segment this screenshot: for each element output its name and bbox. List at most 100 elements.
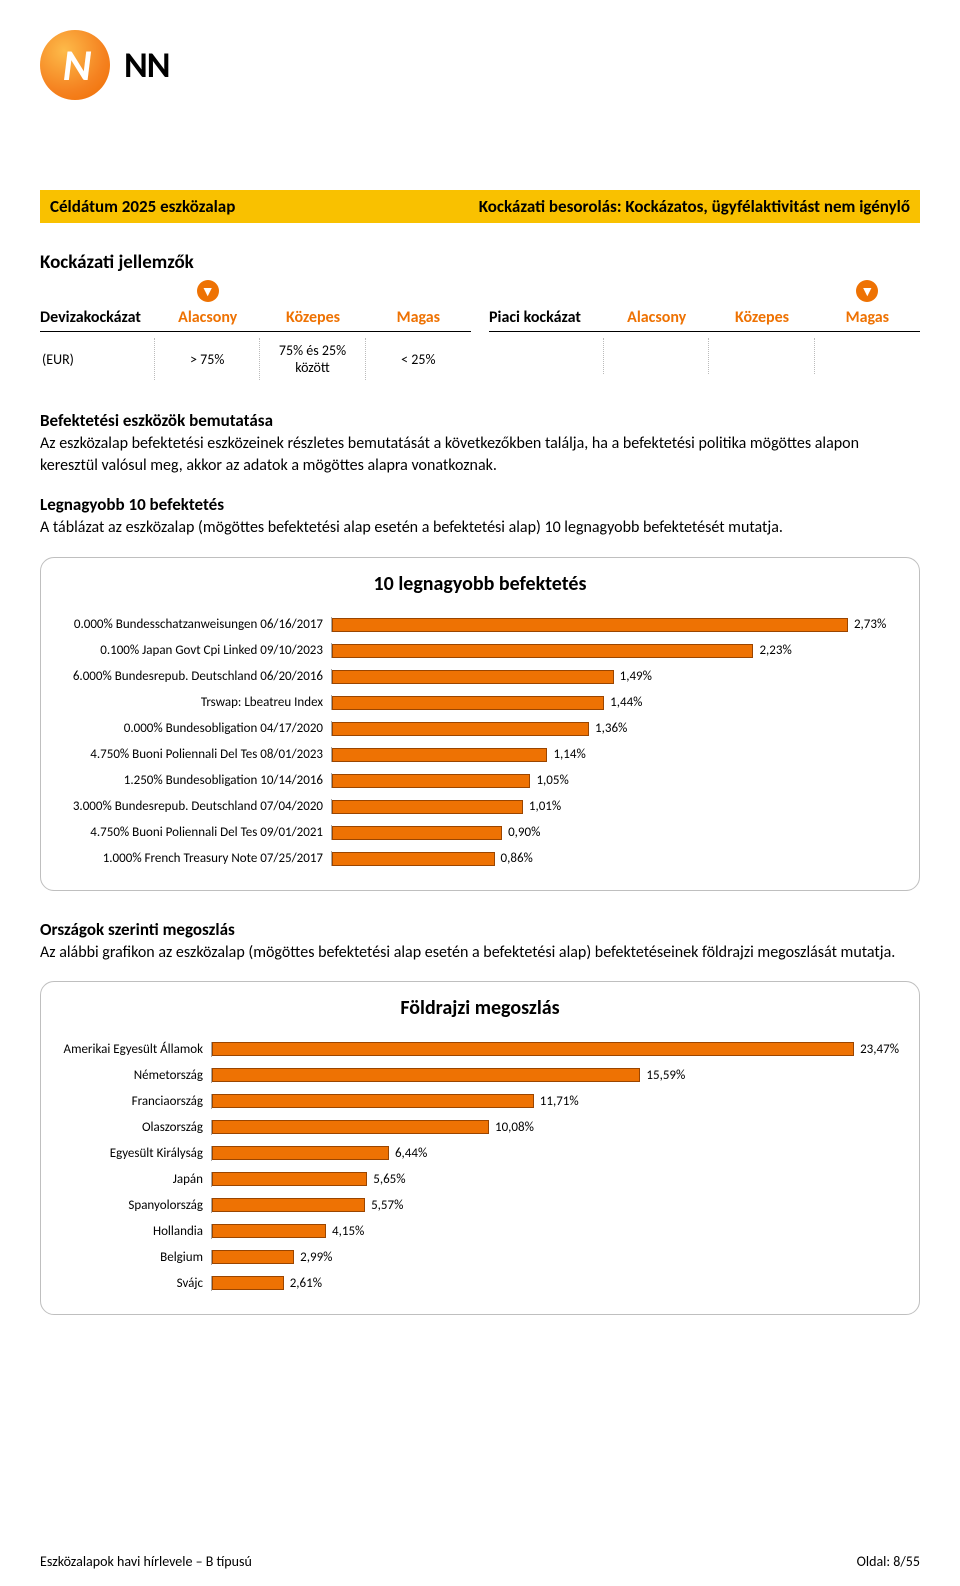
bar-fill <box>332 696 604 710</box>
bar-value: 2,61% <box>290 1276 322 1291</box>
bar-row: 4.750% Buoni Poliennali Del Tes 09/01/20… <box>61 820 899 846</box>
bar-label: 0.000% Bundesobligation 04/17/2020 <box>61 721 331 736</box>
bar-track: 1,49% <box>331 669 899 684</box>
bar-label: Franciaország <box>61 1094 211 1109</box>
countries-heading: Országok szerinti megoszlás <box>40 919 920 942</box>
countries-text: Az alábbi grafikon az eszközalap (mögött… <box>40 943 895 962</box>
intro-block: Befektetési eszközök bemutatása Az eszkö… <box>40 410 920 476</box>
bar-label: Amerikai Egyesült Államok <box>61 1042 211 1057</box>
bar-row: Trswap: Lbeatreu Index1,44% <box>61 690 899 716</box>
risk-label: Piaci kockázat <box>489 308 604 327</box>
bar-value: 1,44% <box>610 695 642 710</box>
bar-row: Hollandia 4,15% <box>61 1218 899 1244</box>
bar-fill <box>332 618 848 632</box>
banner-right: Kockázati besorolás: Kockázatos, ügyféla… <box>479 196 910 217</box>
risk-section-title: Kockázati jellemzők <box>40 251 920 274</box>
risk-tables: ▼ Devizakockázat Alacsony Közepes Magas … <box>40 280 920 380</box>
bar-row: Spanyolország5,57% <box>61 1192 899 1218</box>
chart-title: Földrajzi megoszlás <box>61 996 899 1020</box>
bar-label: Hollandia <box>61 1224 211 1239</box>
footer-left: Eszközalapok havi hírlevele – B típusú <box>40 1553 252 1570</box>
bar-row: 1.000% French Treasury Note 07/25/20170,… <box>61 846 899 872</box>
bar-fill <box>212 1120 489 1134</box>
top10-block: Legnagyobb 10 befektetés A táblázat az e… <box>40 494 920 539</box>
bar-track: 5,57% <box>211 1198 899 1213</box>
bar-row: Japán5,65% <box>61 1166 899 1192</box>
bar-label: Belgium <box>61 1250 211 1265</box>
bar-track: 2,23% <box>331 643 899 658</box>
risk-cell <box>815 338 920 374</box>
bar-label: Egyesült Királyság <box>61 1146 211 1161</box>
bar-value: 4,15% <box>332 1224 364 1239</box>
bar-track: 11,71% <box>211 1094 899 1109</box>
arrow-down-icon: ▼ <box>856 280 878 302</box>
bar-track: 1,01% <box>331 799 899 814</box>
bar-label: 4.750% Buoni Poliennali Del Tes 08/01/20… <box>61 747 331 762</box>
risk-cell: 75% és 25% között <box>260 338 365 380</box>
bar-value: 11,71% <box>540 1094 579 1109</box>
bar-value: 1,49% <box>620 669 652 684</box>
countries-block: Országok szerinti megoszlás Az alábbi gr… <box>40 919 920 964</box>
bar-row: Amerikai Egyesült Államok 23,47% <box>61 1036 899 1062</box>
bar-fill <box>332 748 547 762</box>
bar-value: 0,90% <box>508 825 540 840</box>
bar-track: 5,65% <box>211 1172 899 1187</box>
bar-fill <box>212 1250 294 1264</box>
bar-value: 1,14% <box>553 747 585 762</box>
bar-row: 0.100% Japan Govt Cpi Linked 09/10/20232… <box>61 638 899 664</box>
bar-value: 1,05% <box>536 773 568 788</box>
bar-fill <box>332 722 589 736</box>
bar-row: 0.000% Bundesobligation 04/17/20201,36% <box>61 716 899 742</box>
bar-label: 1.000% French Treasury Note 07/25/2017 <box>61 851 331 866</box>
bar-fill <box>212 1042 854 1056</box>
risk-level-mid: Közepes <box>260 308 365 327</box>
arrow-down-icon: ▼ <box>197 280 219 302</box>
bar-fill <box>212 1172 367 1186</box>
bar-label: 0.100% Japan Govt Cpi Linked 09/10/2023 <box>61 643 331 658</box>
bar-row: 0.000% Bundesschatzanweisungen 06/16/201… <box>61 612 899 638</box>
bar-track: 1,44% <box>331 695 899 710</box>
bar-row: Svájc2,61% <box>61 1270 899 1296</box>
bar-row: 3.000% Bundesrepub. Deutschland 07/04/20… <box>61 794 899 820</box>
bar-row: 4.750% Buoni Poliennali Del Tes 08/01/20… <box>61 742 899 768</box>
bar-fill <box>212 1276 284 1290</box>
countries-chart: Földrajzi megoszlás Amerikai Egyesült Ál… <box>40 981 920 1315</box>
bar-value: 2,73% <box>854 617 886 632</box>
bar-label: 1.250% Bundesobligation 10/14/2016 <box>61 773 331 788</box>
banner-left: Céldátum 2025 eszközalap <box>50 196 235 217</box>
risk-level-mid: Közepes <box>709 308 814 327</box>
bar-fill <box>212 1146 389 1160</box>
currency-risk-table: ▼ Devizakockázat Alacsony Közepes Magas … <box>40 280 471 380</box>
bar-chart-area: Amerikai Egyesült Államok23,47%Németorsz… <box>61 1036 899 1296</box>
title-banner: Céldátum 2025 eszközalap Kockázati besor… <box>40 190 920 223</box>
risk-cell <box>604 338 709 374</box>
bar-track: 2,99% <box>211 1250 899 1265</box>
bar-chart-area: 0.000% Bundesschatzanweisungen 06/16/201… <box>61 612 899 872</box>
risk-level-low: Alacsony <box>155 308 260 327</box>
bar-track: 1,36% <box>331 721 899 736</box>
bar-fill <box>212 1198 365 1212</box>
bar-fill <box>332 852 495 866</box>
bar-fill <box>332 826 502 840</box>
bar-row: Franciaország 11,71% <box>61 1088 899 1114</box>
risk-label: Devizakockázat <box>40 308 155 327</box>
bar-track: 4,15% <box>211 1224 899 1239</box>
bar-track: 1,05% <box>331 773 899 788</box>
logo-mark: N <box>40 30 110 100</box>
bar-value: 2,99% <box>300 1250 332 1265</box>
market-risk-table: ▼ Piaci kockázat Alacsony Közepes Magas <box>489 280 920 380</box>
bar-track: 6,44% <box>211 1146 899 1161</box>
bar-label: 4.750% Buoni Poliennali Del Tes 09/01/20… <box>61 825 331 840</box>
intro-heading: Befektetési eszközök bemutatása <box>40 410 920 433</box>
bar-fill <box>332 800 523 814</box>
bar-value: 5,65% <box>373 1172 405 1187</box>
bar-fill <box>212 1094 534 1108</box>
bar-fill <box>332 774 530 788</box>
bar-row: 1.250% Bundesobligation 10/14/2016 1,05% <box>61 768 899 794</box>
top10-text: A táblázat az eszközalap (mögöttes befek… <box>40 518 783 537</box>
chart-title: 10 legnagyobb befektetés <box>61 572 899 596</box>
bar-fill <box>212 1224 326 1238</box>
bar-value: 23,47% <box>860 1042 899 1057</box>
bar-track: 23,47% <box>211 1042 899 1057</box>
risk-cell <box>709 338 814 374</box>
